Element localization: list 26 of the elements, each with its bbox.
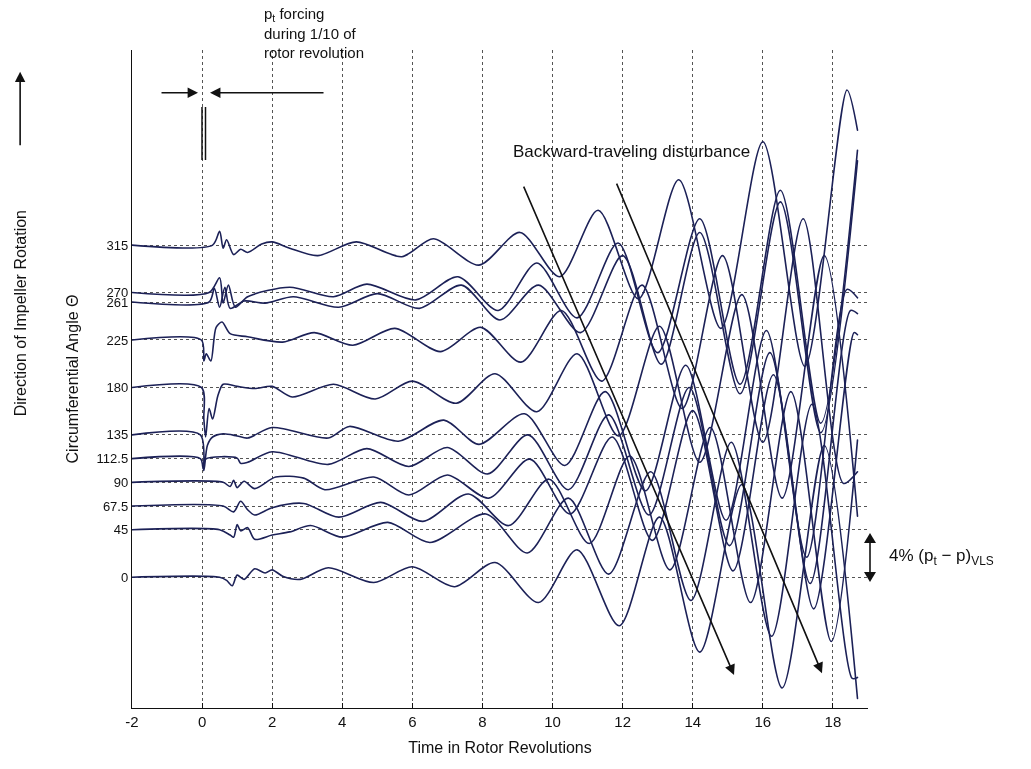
y-tick-label: 225 bbox=[106, 332, 129, 348]
y-tick-label: 180 bbox=[106, 379, 129, 395]
annotation: p$_{t}$ forcing during 1/10 of rotor revolution bbox=[264, 5, 365, 61]
x-tick-label: 6 bbox=[408, 713, 417, 731]
x-tick-label: 12 bbox=[614, 713, 632, 731]
y-axis-title: Circumferential Angle Θ bbox=[63, 294, 81, 464]
x-tick-label: 0 bbox=[197, 713, 207, 731]
x-tick-label: 10 bbox=[544, 713, 561, 731]
text: Direction of Impeller Rotation bbox=[11, 210, 29, 417]
y-tick-label: 90 bbox=[113, 474, 129, 490]
x-tick-label: 18 bbox=[824, 713, 842, 731]
x-tick-label: 16 bbox=[754, 713, 772, 731]
text: 4% (p$_{t}$ − p)$_{VLS}$ bbox=[889, 546, 994, 568]
y-tick-label: 0 bbox=[120, 569, 129, 585]
y-tick-label: 67.5 bbox=[102, 498, 129, 514]
x-axis-title: Time in Rotor Revolutions bbox=[408, 738, 592, 756]
x-tick-label: 14 bbox=[684, 713, 702, 731]
y-tick-label: 315 bbox=[106, 237, 129, 253]
y-tick-label: 135 bbox=[106, 427, 129, 443]
x-tick-label: 8 bbox=[478, 713, 487, 731]
y-tick-label: 112.5 bbox=[96, 451, 129, 467]
annotation: Backward-traveling disturbance bbox=[513, 142, 751, 161]
x-tick-label: -2 bbox=[125, 713, 139, 731]
x-tick-label: 4 bbox=[338, 713, 347, 731]
x-tick-label: 2 bbox=[268, 713, 277, 731]
y-tick-label: 45 bbox=[113, 522, 129, 538]
